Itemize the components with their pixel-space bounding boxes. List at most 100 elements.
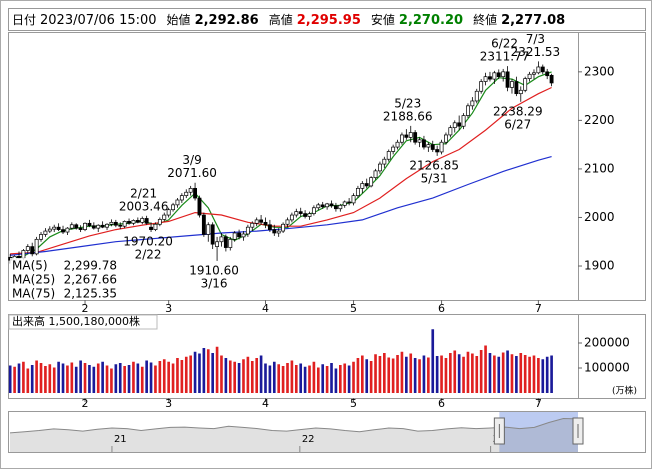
volume-bar [30, 365, 34, 393]
volume-bar [48, 364, 52, 393]
volume-bar [431, 329, 435, 393]
volume-bar [83, 363, 87, 393]
candle-body [338, 204, 343, 210]
volume-bar [52, 367, 56, 393]
volume-bar [132, 361, 135, 393]
volume-bar [497, 356, 501, 393]
volume-bar [17, 363, 21, 393]
volume-bar [127, 365, 131, 393]
annotation-date: 5/23 [394, 96, 421, 110]
volume-bar [162, 359, 166, 393]
volume-bar [457, 354, 461, 393]
candle-body [496, 72, 501, 78]
volume-bar [193, 351, 197, 393]
volume-bar [471, 353, 474, 393]
volume-bar [8, 365, 12, 393]
candle-body [179, 195, 184, 201]
candle-body [254, 219, 259, 224]
volume-bar [396, 355, 399, 393]
candle-body [21, 250, 26, 259]
candle-body [245, 226, 250, 235]
volume-chart: 100000 200000 2 3 4 5 6 7 出来高 1,500,180,000株 (万株) [8, 314, 637, 410]
candle-body [439, 141, 444, 153]
legend-name: MA(25) [12, 273, 55, 287]
candle-body [395, 141, 400, 148]
volume-bar [272, 361, 276, 393]
candle-body [325, 203, 330, 208]
candle-body [109, 221, 114, 225]
volume-bar [118, 363, 122, 393]
candle-body [303, 213, 308, 217]
volume-bar [440, 355, 443, 393]
volume-bar [334, 368, 338, 393]
candle-body [201, 214, 206, 235]
annotation-price: 2071.60 [167, 166, 217, 180]
volume-bar [61, 363, 65, 393]
x-tick-label: 2 [82, 302, 89, 315]
candle-body [386, 151, 391, 160]
field-value: 2023/07/06 15:00 [40, 13, 157, 28]
candle-body [549, 74, 554, 84]
volume-bar [532, 355, 536, 393]
annotation-date: 6/27 [504, 117, 531, 131]
volume-bar [427, 357, 430, 393]
volume-bar [400, 351, 404, 393]
volume-bar [519, 353, 523, 393]
candle-body [140, 218, 145, 223]
volume-bar [180, 360, 184, 393]
x-tick-label: 4 [262, 302, 269, 315]
volume-bar [233, 361, 236, 393]
field-value: 2,292.86 [195, 13, 259, 28]
field-label: 安値 [371, 12, 395, 27]
candle-body [413, 132, 418, 143]
candle-body [74, 224, 79, 229]
candle-body [135, 220, 140, 223]
volume-bar [418, 359, 421, 393]
volume-bar [475, 356, 479, 393]
volume-bar [413, 358, 417, 393]
volume-bar [466, 351, 470, 393]
candle-body [267, 224, 272, 230]
candle-body [329, 203, 334, 207]
volume-bar [57, 361, 60, 393]
annotation-price: 2003.46 [119, 199, 169, 213]
annotation-date: 7/3 [526, 32, 545, 46]
candle-body [215, 241, 220, 247]
volume-bar [189, 355, 192, 393]
volume-bar [493, 355, 496, 393]
candle-body [448, 127, 453, 136]
volume-bar [281, 366, 285, 393]
volume-bar [114, 364, 118, 393]
candle-body [452, 122, 457, 129]
y-tick-label: 2100 [584, 161, 615, 175]
volume-bar [66, 365, 69, 393]
volume-bar [444, 358, 448, 393]
candle-body [430, 144, 435, 150]
volume-bar [206, 349, 210, 393]
volume-bar [405, 356, 408, 393]
candle-body [263, 221, 268, 226]
volume-bar [110, 368, 113, 393]
candle-body [153, 223, 158, 230]
volume-bar [541, 359, 545, 393]
volume-bar [286, 363, 289, 393]
volume-bar [383, 353, 386, 393]
field-label: 終値 [473, 12, 497, 27]
y-tick-label: 1900 [584, 259, 615, 273]
volume-bar [167, 361, 170, 393]
candle-body [184, 191, 189, 196]
volume-bar [365, 359, 369, 393]
volume-bar [237, 363, 241, 393]
volume-bar [308, 365, 311, 393]
volume-bar [338, 365, 342, 393]
annotation-date: 6/22 [491, 37, 518, 51]
candle-body [347, 201, 352, 204]
volume-bar [44, 366, 47, 393]
candle-body [518, 89, 523, 95]
candle-body [523, 78, 528, 91]
navigator-line [9, 417, 579, 434]
annotation-price: 2311.77 [480, 50, 530, 64]
volume-bar [158, 361, 162, 393]
candle-body [83, 222, 87, 230]
candle-body [166, 209, 171, 216]
